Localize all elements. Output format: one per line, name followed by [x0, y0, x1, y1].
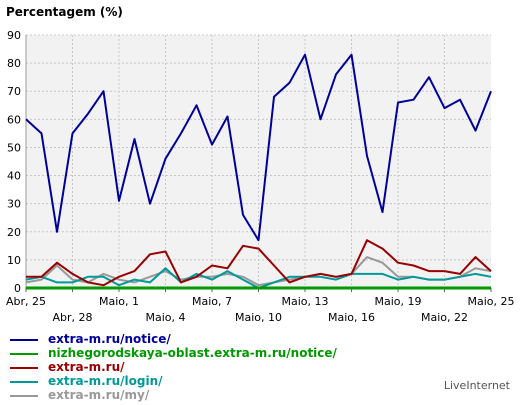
x-tick-label: Maio, 10 — [235, 311, 282, 324]
legend-swatch-login — [10, 381, 38, 383]
chart-title: Percentagem (%) — [6, 5, 123, 19]
line-chart: Percentagem (%) 0 10 20 30 40 50 60 70 80 90 Abr, … — [6, 5, 515, 324]
legend-label-root: extra-m.ru/ — [48, 360, 125, 374]
plot-area: 0 10 20 30 40 50 60 70 80 90 Abr, 25 Maio, 1 Maio, 7… — [6, 29, 515, 324]
legend-swatch-root — [10, 367, 38, 369]
y-tick-label: 50 — [7, 141, 21, 154]
y-tick-label: 60 — [7, 113, 21, 126]
legend-label-notice: extra-m.ru/notice/ — [48, 332, 171, 346]
plot-background — [26, 35, 491, 288]
series-line-extra-m-ru — [26, 239, 492, 287]
legend-swatch-my — [10, 395, 38, 397]
y-tick-label: 80 — [7, 57, 21, 70]
y-tick-label: 0 — [14, 282, 21, 295]
y-tick-label: 30 — [7, 198, 21, 211]
x-tick-label: Maio, 22 — [421, 311, 468, 324]
brand-label: LiveInternet — [443, 379, 510, 392]
x-tick-label: Maio, 1 — [99, 295, 139, 308]
y-tick-label: 20 — [7, 226, 21, 239]
x-tick-label: Maio, 13 — [281, 295, 328, 308]
x-tick-label: Maio, 7 — [192, 295, 232, 308]
legend-label-nizhegorodskaya-notice: nizhegorodskaya-oblast.extra-m.ru/notice… — [48, 346, 337, 360]
x-tick-label: Maio, 16 — [328, 311, 375, 324]
x-tick-label: Maio, 19 — [374, 295, 421, 308]
x-tick-label: Maio, 4 — [145, 311, 185, 324]
y-tick-label: 40 — [7, 170, 21, 183]
legend-swatch-notice — [10, 339, 38, 341]
legend-label-my: extra-m.ru/my/ — [48, 388, 150, 402]
y-tick-label: 70 — [7, 85, 21, 98]
y-tick-label: 10 — [7, 254, 21, 267]
y-tick-label: 90 — [7, 29, 21, 42]
x-tick-label: Maio, 25 — [467, 295, 514, 308]
legend-swatch-nizhegorodskaya-notice — [10, 353, 38, 355]
series-line-extra-m-ru-notice — [25, 53, 492, 242]
x-tick-label: Abr, 28 — [52, 311, 92, 324]
x-tick-label: Abr, 25 — [6, 295, 46, 308]
legend-label-login: extra-m.ru/login/ — [48, 374, 163, 388]
